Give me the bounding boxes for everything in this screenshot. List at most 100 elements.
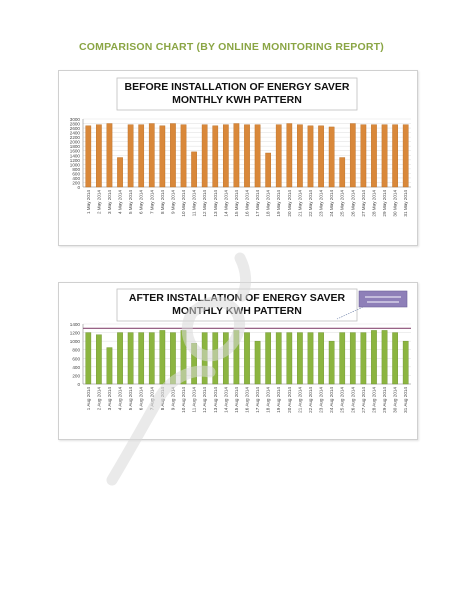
chart1-xtick-label: 9 Aug 2014 [170, 387, 175, 411]
chart1-xtick-label: 7 Aug 2014 [149, 387, 154, 411]
chart0-subtitle: MONTHLY KWH PATTERN [172, 94, 302, 106]
chart1-bar [159, 330, 166, 385]
chart0-ytick-label: 1400 [70, 153, 81, 158]
chart1-bar [96, 334, 102, 385]
chart1-xtick-label: 10 Aug 2014 [181, 387, 186, 413]
chart0-bar [275, 124, 282, 188]
chart1-callout-pointer [336, 306, 364, 320]
page-heading: COMPARISON CHART (BY ONLINE MONITORING R… [79, 41, 384, 53]
chart0-xtick-label: 25 May 2014 [340, 190, 345, 217]
chart1-bar [381, 330, 388, 385]
chart1-bar [138, 332, 145, 385]
chart1-xtick-label: 12 Aug 2014 [202, 387, 207, 413]
chart0-bar [170, 123, 176, 188]
chart1-xtick-label: 20 Aug 2014 [287, 387, 292, 413]
chart1-xtick-label: 26 Aug 2014 [350, 387, 355, 413]
chart0-xtick-label: 18 May 2014 [266, 190, 271, 217]
after-chart-svg: AFTER INSTALLATION OF ENERGY SAVERMONTHL… [70, 288, 411, 413]
chart0-bar [254, 124, 261, 188]
chart1-bar [170, 332, 176, 385]
chart1-bar [339, 332, 346, 385]
chart0-title: BEFORE INSTALLATION OF ENERGY SAVER [125, 81, 350, 93]
chart0-bar [360, 124, 367, 188]
chart0-ytick-label: 1000 [70, 162, 81, 167]
chart1-bar [85, 332, 92, 385]
chart1-bar [117, 332, 123, 385]
chart0-xtick-label: 5 May 2014 [128, 190, 133, 214]
chart1-bar [191, 343, 197, 385]
chart1-bar [371, 330, 377, 385]
chart0-bar [286, 123, 293, 188]
chart0-xtick-label: 26 May 2014 [350, 190, 355, 217]
chart1-bar [233, 330, 240, 385]
chart0-bar [201, 124, 208, 188]
after-chart-panel: AFTER INSTALLATION OF ENERGY SAVER MONTHL… [58, 282, 418, 440]
chart0-xtick-label: 19 May 2014 [276, 190, 281, 217]
chart0-xtick-label: 7 May 2014 [149, 190, 154, 214]
chart0-ytick-label: 1800 [70, 144, 81, 149]
chart0-bar [191, 151, 197, 188]
chart0-xtick-label: 16 May 2014 [245, 190, 250, 217]
chart0-bar [180, 124, 187, 188]
chart0-bar [328, 126, 335, 188]
chart0-xtick-label: 8 May 2014 [160, 190, 165, 214]
chart0-bar [339, 157, 346, 188]
chart1-bar [180, 330, 187, 385]
chart0-bar [85, 125, 92, 188]
chart0-bar [212, 125, 219, 188]
before-chart-panel: BEFORE INSTALLATION OF ENERGY SAVER MONTH… [58, 70, 418, 246]
chart0-ytick-label: 800 [72, 167, 80, 172]
chart0-xtick-label: 17 May 2014 [255, 190, 260, 217]
chart0-bar [349, 123, 356, 188]
chart0-bar [318, 125, 324, 188]
chart0-xtick-label: 10 May 2014 [181, 190, 186, 217]
chart1-xtick-label: 22 Aug 2014 [308, 387, 313, 413]
chart1-bar [265, 332, 272, 385]
chart0-xtick-label: 11 May 2014 [192, 190, 197, 217]
chart0-xtick-label: 4 May 2014 [118, 190, 123, 214]
chart1-bar [201, 332, 208, 385]
chart1-xtick-label: 14 Aug 2014 [223, 387, 228, 413]
chart1-bar [106, 347, 113, 385]
chart0-xtick-label: 3 May 2014 [107, 190, 112, 214]
chart0-ytick-label: 0 [77, 185, 80, 190]
chart1-ytick-label: 0 [77, 382, 80, 387]
chart1-xtick-label: 11 Aug 2014 [192, 387, 197, 413]
chart0-xtick-label: 15 May 2014 [234, 190, 239, 217]
chart0-ytick-label: 2000 [70, 140, 81, 145]
chart0-ytick-label: 600 [72, 171, 80, 176]
chart1-ytick-label: 400 [72, 365, 80, 370]
chart0-xtick-label: 14 May 2014 [223, 190, 228, 217]
chart0-xtick-label: 27 May 2014 [361, 190, 366, 217]
chart1-bar [222, 332, 229, 385]
chart0-ytick-label: 1200 [70, 158, 81, 163]
chart1-bar [349, 332, 356, 385]
chart1-subtitle: MONTHLY KWH PATTERN [172, 305, 302, 317]
chart0-xtick-label: 12 May 2014 [202, 190, 207, 217]
chart1-bar [360, 332, 367, 385]
chart0-bar [381, 124, 388, 188]
chart0-xtick-label: 30 May 2014 [393, 190, 398, 217]
chart1-bar [328, 340, 335, 385]
chart1-ytick-label: 600 [72, 356, 80, 361]
chart0-xtick-label: 29 May 2014 [382, 190, 387, 217]
chart1-callout-box [358, 290, 408, 308]
chart0-bar [117, 157, 123, 188]
chart0-xtick-label: 20 May 2014 [287, 190, 292, 217]
chart1-xtick-label: 13 Aug 2014 [213, 387, 218, 413]
chart1-bar [254, 340, 261, 385]
chart0-title-frame [116, 77, 358, 111]
chart1-xtick-label: 29 Aug 2014 [382, 387, 387, 413]
chart0-bar [371, 124, 377, 188]
chart0-ytick-label: 2400 [70, 131, 81, 136]
chart0-xtick-label: 23 May 2014 [319, 190, 324, 217]
chart0-bar [159, 125, 166, 188]
chart1-xtick-label: 21 Aug 2014 [297, 387, 302, 413]
chart1-xtick-label: 8 Aug 2014 [160, 387, 165, 411]
chart0-xtick-label: 28 May 2014 [371, 190, 376, 217]
chart1-ytick-label: 1400 [70, 322, 81, 327]
chart1-xtick-label: 6 Aug 2014 [139, 387, 144, 411]
chart1-bar [318, 332, 324, 385]
chart0-bar [307, 125, 314, 188]
chart0-xtick-label: 6 May 2014 [139, 190, 144, 214]
